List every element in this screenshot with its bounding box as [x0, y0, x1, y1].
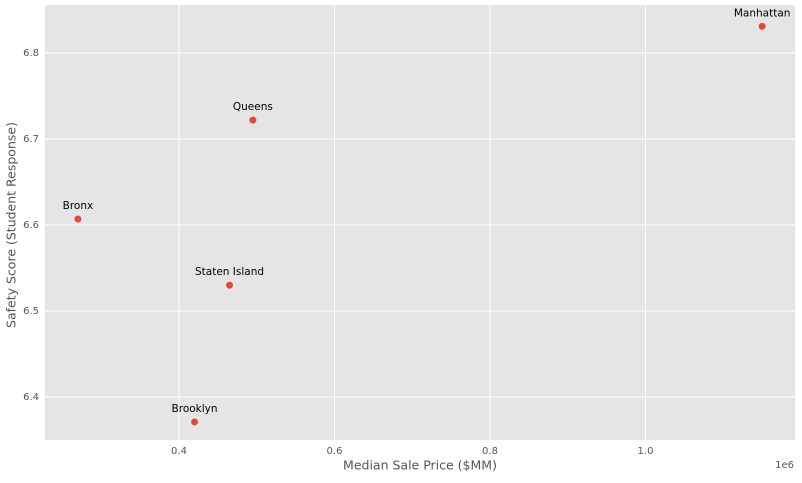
point-label: Manhattan — [734, 7, 791, 19]
y-tick-label: 6.5 — [23, 306, 39, 317]
x-axis-label: Median Sale Price ($MM) — [343, 458, 497, 473]
y-tick-label: 6.7 — [23, 134, 39, 145]
point — [226, 281, 234, 289]
x-tick-label: 1.0 — [638, 446, 654, 457]
y-tick-label: 6.8 — [23, 48, 39, 59]
point — [249, 116, 257, 124]
y-tick-label: 6.4 — [23, 392, 39, 403]
x-tick-label: 0.6 — [327, 446, 343, 457]
point — [758, 22, 766, 30]
point — [74, 215, 82, 223]
x-tick-label: 0.8 — [482, 446, 498, 457]
point-label: Brooklyn — [172, 403, 218, 415]
point-label: Staten Island — [195, 266, 264, 278]
y-axis-label: Safety Score (Student Response) — [4, 122, 19, 328]
point-label: Bronx — [63, 200, 94, 212]
y-tick-label: 6.6 — [23, 220, 39, 231]
x-tick-label: 0.4 — [171, 446, 187, 457]
point — [191, 418, 199, 426]
x-offset-label: 1e6 — [775, 460, 794, 471]
point-label: Queens — [233, 101, 273, 113]
plot-area — [45, 5, 795, 440]
